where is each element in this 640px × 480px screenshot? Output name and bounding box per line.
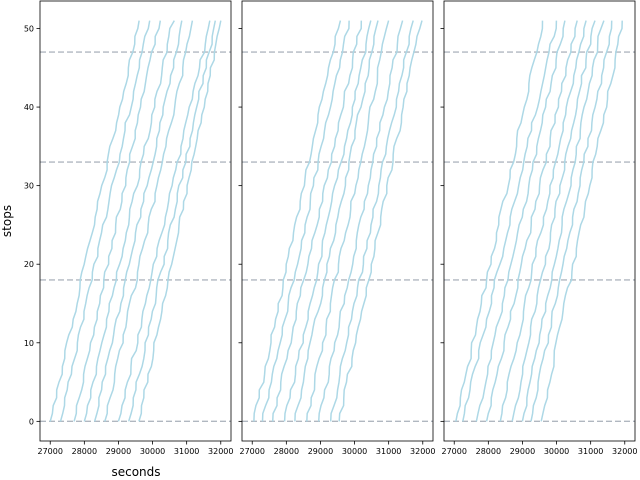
y-axis-label: stops [0,205,14,237]
trip-line-7 [117,20,211,422]
panels: 27000 28000 29000 30000 31000 32000 0 10 20 30 40 5… [24,0,637,456]
y-tick-label: 30 [24,182,34,191]
trip-line-3 [475,20,566,422]
y-tick-label: 10 [24,339,34,348]
y-tick-label: 50 [24,25,34,34]
x-tick-label: 27000 [442,447,467,456]
y-tick-label: 40 [24,103,34,112]
trip-line-7 [521,20,605,422]
x-axis-label: seconds [111,465,160,479]
trip-line-8 [530,20,613,422]
trip-line-4 [485,20,578,422]
trip-line-8 [329,20,414,422]
trip-line-8 [127,20,217,422]
y-tick-label: 20 [24,260,34,269]
x-tick-label: 32000 [410,447,435,456]
x-tick-label: 31000 [578,447,603,456]
trip-line-7 [317,20,404,422]
x-tick-label: 30000 [544,447,569,456]
trip-line-2 [462,20,558,422]
x-tick-label: 30000 [342,447,367,456]
trip-line-9 [138,20,222,422]
plot-area [242,20,433,423]
trip-line-4 [283,20,372,422]
x-tick-label: 31000 [174,447,199,456]
x-tick-label: 29000 [106,447,131,456]
x-tick-label: 32000 [208,447,233,456]
x-tick-label: 28000 [476,447,501,456]
plot-area [444,20,635,423]
trip-line-9 [338,20,423,422]
trip-line-5 [93,20,183,422]
axes-frame [241,0,434,442]
trip-line-1 [253,20,342,422]
x-tick-label: 28000 [72,447,97,456]
x-tick-label: 29000 [510,447,535,456]
trip-line-6 [104,20,194,422]
plot-area [40,20,231,423]
panel-1: 27000 28000 29000 30000 31000 32000 0 10 20 30 40 5… [24,0,233,456]
x-tick-label: 28000 [274,447,299,456]
x-tick-label: 31000 [376,447,401,456]
panel-2: 27000 28000 29000 30000 31000 32000 [238,0,435,456]
x-tick-label: 32000 [612,447,637,456]
axes-frame [39,0,232,442]
x-tick-label: 30000 [140,447,165,456]
panel-3: 27000 28000 29000 30000 31000 32000 [440,0,637,456]
trip-line-2 [59,20,151,422]
trip-line-3 [73,20,162,422]
trip-line-5 [499,20,587,422]
trip-line-9 [540,20,623,422]
trip-line-1 [49,20,140,422]
y-tick-label: 0 [29,417,34,426]
axes-frame [443,0,636,442]
trip-line-5 [294,20,379,422]
x-tick-label: 27000 [240,447,265,456]
trip-line-6 [306,20,390,422]
x-tick-label: 29000 [308,447,333,456]
trip-line-4 [83,20,175,422]
trip-line-6 [511,20,596,422]
trip-line-1 [455,20,544,422]
trip-line-3 [271,20,363,422]
x-tick-label: 27000 [38,447,63,456]
trip-line-2 [261,20,350,422]
